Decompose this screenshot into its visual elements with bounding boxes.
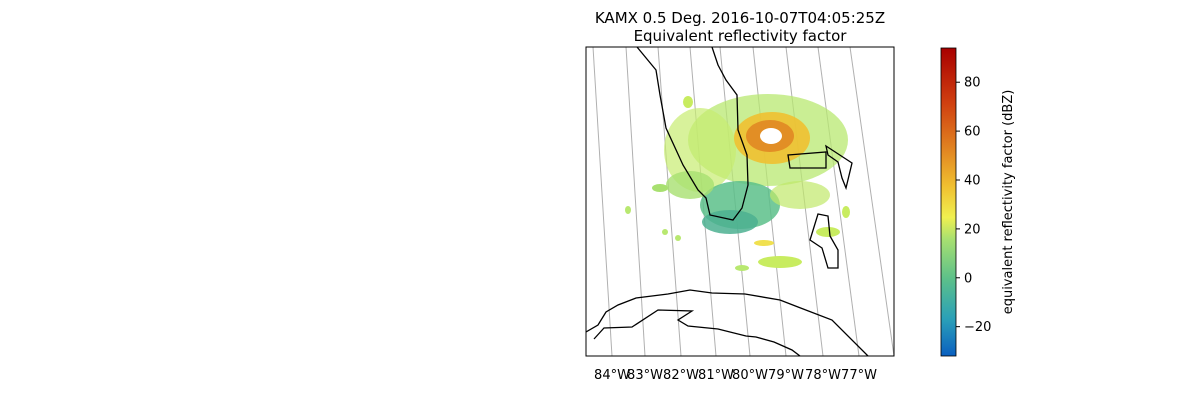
longitude-label: 78°W [805,368,841,383]
gridline-84w [592,47,613,356]
colorbar-tick-label: 60 [964,125,981,140]
gridline-77w [817,47,860,356]
echo-cell [758,256,802,268]
rain-band [664,108,736,192]
echo-cell [662,229,668,235]
coastlines [586,47,869,356]
gridline-76w [849,47,894,356]
map-frame [585,46,895,357]
gridline-82w [657,47,682,356]
cuba-north-coast [586,289,869,356]
longitude-label: 84°W [594,368,630,383]
colorbar-label: equivalent reflectivity factor (dBZ) [1001,90,1016,315]
echo-cell [754,240,774,246]
echo-cell [683,96,693,108]
rain-band [770,181,830,209]
longitude-label: 83°W [627,368,663,383]
grand-bahama-island [787,151,827,169]
florida-west-coast [636,47,749,221]
echo-cell [816,227,840,237]
echo-cell [675,235,681,241]
echo-cell [625,206,631,214]
echo-cell [652,184,668,192]
colorbar-tick-label: 80 [964,76,981,91]
colorbar-tick-label: 40 [964,174,981,189]
longitude-label: 80°W [732,368,768,383]
colorbar-gradient [940,47,957,357]
andros-island [809,213,839,269]
cuba-south-coast [593,309,801,356]
map-panel [585,46,895,357]
colorbar-tick-label: 0 [964,271,972,286]
plot-title: KAMX 0.5 Deg. 2016-10-07T04:05:25Z [594,9,886,27]
echo-cell [842,206,850,218]
longitude-label: 82°W [663,368,699,383]
longitude-label: 77°W [841,368,877,383]
longitude-label: 81°W [698,368,734,383]
longitude-label: 79°W [768,368,804,383]
colorbar-tick-label: 20 [964,222,981,237]
abaco-island [825,144,853,191]
gridline-83w [625,47,646,356]
colorbar-tick-label: −20 [964,320,991,335]
hurricane-eye [760,128,782,144]
colorbar-ticks: 80 60 40 20 0 −20 [956,76,991,335]
longitude-labels: 84°W83°W 82°W 81°W80°W 79°W 78°W 77°W [594,368,877,383]
colorbar: 80 60 40 20 0 −20 equivalent reflectivity fac… [940,47,1016,357]
rain-band [702,210,758,234]
plot-subtitle: Equivalent reflectivity factor [633,27,847,45]
echo-cell [735,265,749,271]
rain-band [666,171,714,199]
